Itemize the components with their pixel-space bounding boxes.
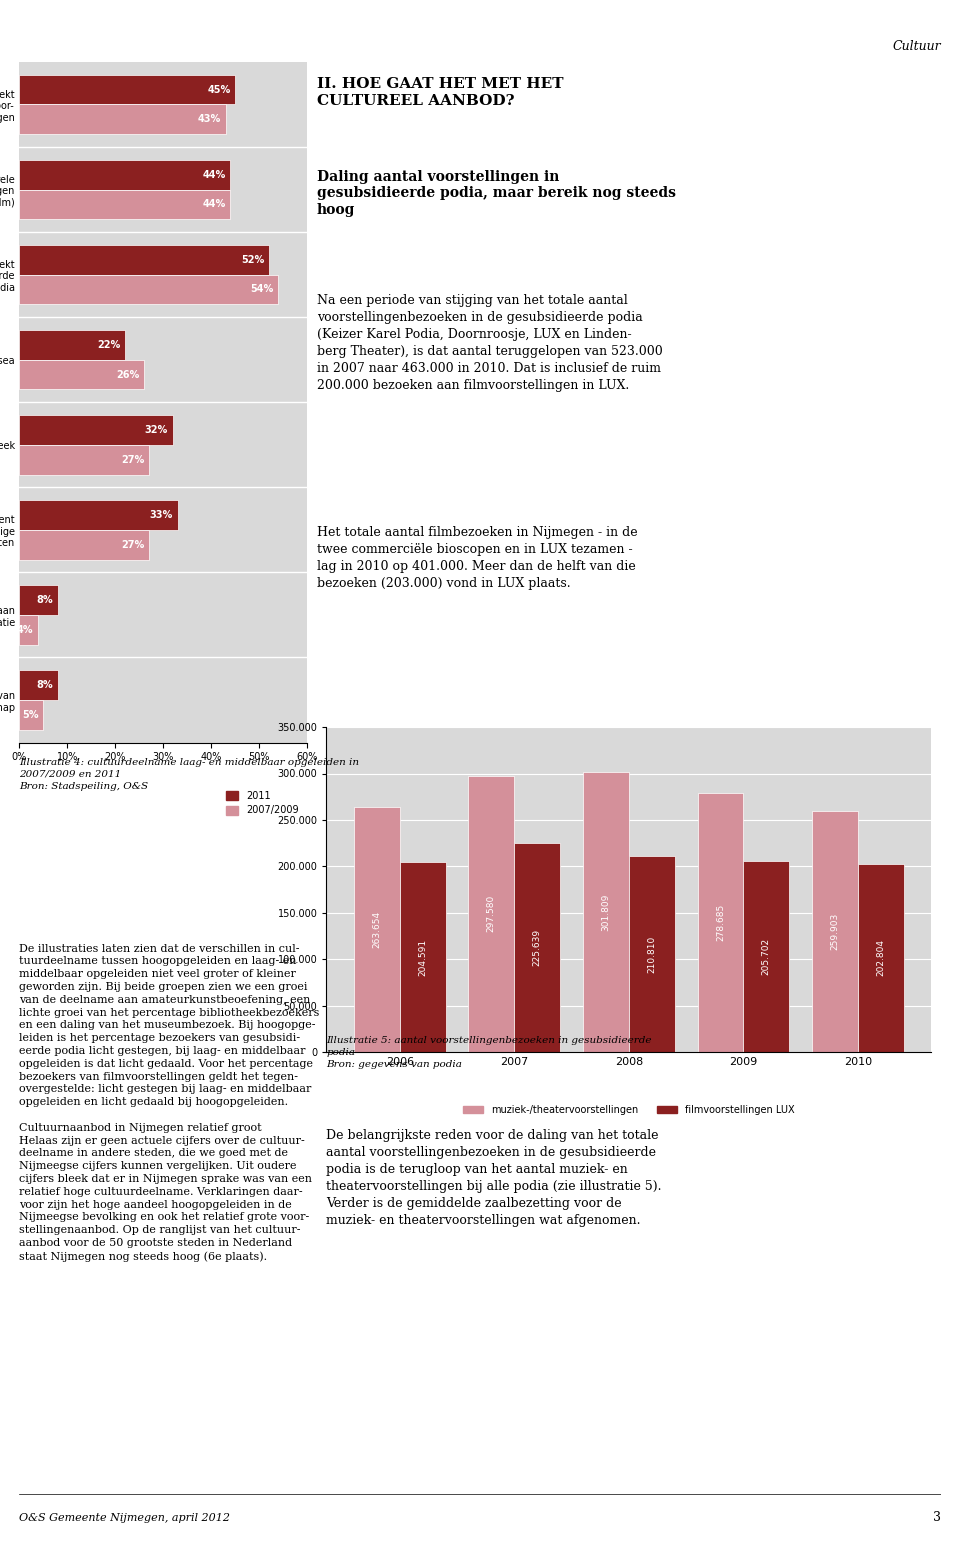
Text: 27%: 27% bbox=[121, 540, 144, 549]
Bar bbox=[19, 244, 269, 275]
Bar bbox=[515, 843, 560, 1052]
Bar bbox=[812, 811, 858, 1052]
Bar bbox=[19, 159, 230, 190]
Text: 27%: 27% bbox=[121, 455, 144, 464]
Text: 8%: 8% bbox=[36, 596, 53, 605]
Text: Daling aantal voorstellingen in
gesubsidieerde podia, maar bereik nog steeds
hoo: Daling aantal voorstellingen in gesubsid… bbox=[317, 170, 676, 217]
Bar bbox=[19, 190, 230, 220]
Bar bbox=[19, 105, 226, 135]
Text: De illustraties laten zien dat de verschillen in cul-
tuurdeelname tussen hoogop: De illustraties laten zien dat de versch… bbox=[19, 944, 320, 1262]
Bar bbox=[743, 862, 789, 1052]
Text: 3: 3 bbox=[933, 1511, 941, 1524]
Text: 22%: 22% bbox=[97, 340, 120, 350]
Text: 259.903: 259.903 bbox=[830, 913, 839, 950]
Text: 301.809: 301.809 bbox=[601, 893, 611, 931]
Bar bbox=[19, 360, 144, 390]
Legend: muziek-/theatervoorstellingen, filmvoorstellingen LUX: muziek-/theatervoorstellingen, filmvoors… bbox=[460, 1101, 798, 1118]
Bar bbox=[19, 699, 43, 730]
Text: 44%: 44% bbox=[203, 170, 226, 179]
Text: 54%: 54% bbox=[251, 285, 274, 294]
Text: 263.654: 263.654 bbox=[372, 911, 381, 948]
Text: Cultuur: Cultuur bbox=[892, 40, 941, 53]
Text: 4%: 4% bbox=[17, 625, 34, 634]
Bar bbox=[19, 585, 58, 614]
Text: 225.639: 225.639 bbox=[533, 928, 541, 965]
Text: 5%: 5% bbox=[22, 710, 38, 719]
Bar bbox=[354, 808, 399, 1052]
Bar bbox=[19, 74, 235, 105]
Text: 8%: 8% bbox=[36, 681, 53, 690]
Text: II. HOE GAAT HET MET HET
CULTUREEL AANBOD?: II. HOE GAAT HET MET HET CULTUREEL AANBO… bbox=[317, 77, 564, 108]
Text: 32%: 32% bbox=[145, 425, 168, 435]
Text: 33%: 33% bbox=[150, 511, 173, 520]
Text: 45%: 45% bbox=[207, 85, 230, 94]
Legend: 2011, 2007/2009: 2011, 2007/2009 bbox=[223, 787, 302, 820]
Text: 204.591: 204.591 bbox=[419, 939, 427, 976]
Bar bbox=[19, 670, 58, 699]
Text: 205.702: 205.702 bbox=[761, 937, 771, 975]
Text: De belangrijkste reden voor de daling van het totale
aantal voorstellingenbezoek: De belangrijkste reden voor de daling va… bbox=[326, 1129, 661, 1227]
Text: Het totale aantal filmbezoeken in Nijmegen - in de
twee commerciële bioscopen en: Het totale aantal filmbezoeken in Nijmeg… bbox=[317, 526, 637, 589]
Bar bbox=[583, 772, 629, 1052]
Text: 278.685: 278.685 bbox=[716, 903, 725, 941]
Text: Na een periode van stijging van het totale aantal
voorstellingenbezoeken in de g: Na een periode van stijging van het tota… bbox=[317, 294, 662, 391]
Text: 44%: 44% bbox=[203, 200, 226, 209]
Bar bbox=[698, 794, 743, 1052]
Text: O&S Gemeente Nijmegen, april 2012: O&S Gemeente Nijmegen, april 2012 bbox=[19, 1513, 230, 1522]
Text: 210.810: 210.810 bbox=[647, 936, 657, 973]
Bar bbox=[858, 863, 903, 1052]
Bar bbox=[19, 500, 178, 529]
Bar bbox=[19, 415, 173, 446]
Bar bbox=[629, 857, 675, 1052]
Text: 43%: 43% bbox=[198, 114, 221, 124]
Text: 202.804: 202.804 bbox=[876, 939, 885, 976]
Text: Illustratie 4: cultuurdeelname laag- en middelbaar opgeleiden in
2007/2009 en 20: Illustratie 4: cultuurdeelname laag- en … bbox=[19, 758, 359, 791]
Bar bbox=[19, 275, 278, 305]
Bar bbox=[19, 330, 125, 360]
Text: Illustratie 5: aantal voorstellingenbezoeken in gesubsidieerde
podia
Bron: gegev: Illustratie 5: aantal voorstellingenbezo… bbox=[326, 1036, 652, 1069]
Bar bbox=[19, 614, 38, 645]
Text: 52%: 52% bbox=[241, 255, 264, 265]
Bar bbox=[19, 446, 149, 475]
Bar bbox=[399, 862, 445, 1052]
Text: 297.580: 297.580 bbox=[487, 896, 496, 933]
Bar bbox=[19, 529, 149, 560]
Bar bbox=[468, 775, 515, 1052]
Text: 26%: 26% bbox=[116, 370, 139, 379]
